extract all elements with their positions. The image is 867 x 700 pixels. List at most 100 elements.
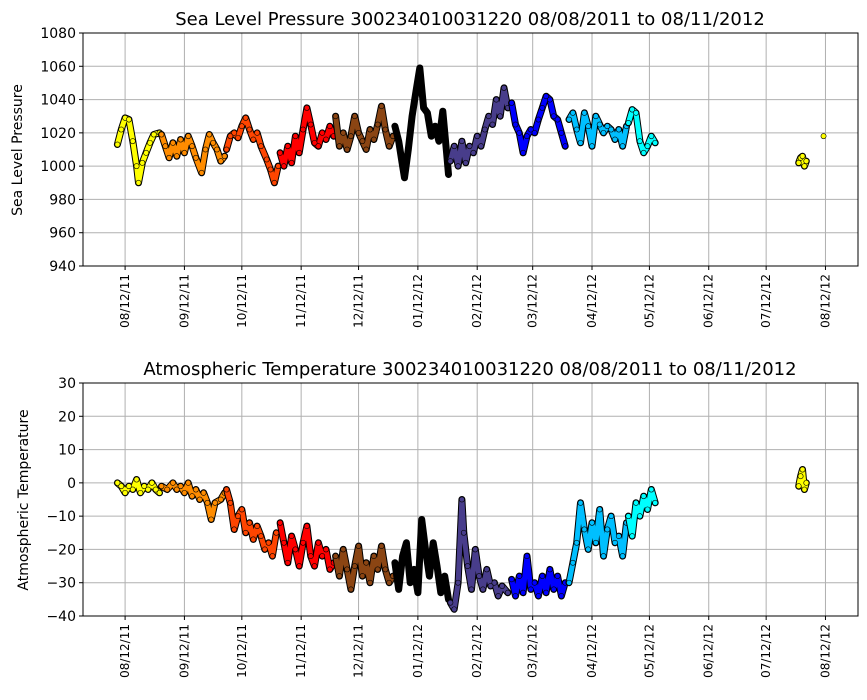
data-series [796,134,826,169]
data-point [319,553,326,559]
data-point [520,589,527,596]
data-point [158,483,165,490]
data-point [629,106,636,113]
data-point [596,121,603,128]
data-point [795,159,802,166]
data-point [458,138,465,145]
data-point [158,131,165,138]
data-point [589,519,595,526]
x-tick-label: 02/12/12 [470,274,484,328]
data-point [476,573,483,579]
data-point [455,579,461,586]
data-point [323,546,329,553]
data-point [803,158,810,165]
data-point [644,506,651,513]
data-point [367,126,373,133]
data-point [458,496,465,503]
data-point [281,539,287,546]
data-point [636,138,643,145]
data-series [624,486,659,540]
data-point [612,136,618,143]
y-axis-label: Sea Level Pressure [10,84,26,216]
data-point [512,121,519,128]
data-point [462,159,469,166]
data-point [258,533,264,540]
data-point [217,496,224,503]
data-point [206,131,213,138]
data-point [351,563,358,569]
data-point [612,539,618,546]
data-point [413,88,419,95]
data-point [382,126,389,133]
data-point [512,593,519,599]
data-point [303,104,310,111]
x-tick-label: 04/12/12 [585,274,599,328]
data-series [391,516,452,603]
data-point [652,499,659,506]
data-series [565,499,630,587]
data-point [516,129,523,136]
data-point [550,586,557,593]
data-point [344,566,350,573]
data-point [126,483,132,490]
data-point [409,113,416,120]
data-point [422,546,429,553]
data-series [158,131,229,177]
data-point [436,138,442,145]
data-point [254,129,261,136]
y-tick-label: −10 [46,509,76,525]
data-point [797,473,804,480]
data-point [386,143,393,150]
data-point [508,100,515,106]
data-point [181,149,188,156]
data-point [177,136,184,143]
data-series [508,552,569,600]
data-point [573,126,580,133]
data-point [300,126,306,133]
data-point [554,573,561,579]
data-point [493,96,500,103]
data-point [539,104,546,111]
data-series [158,479,229,523]
data-point [633,109,639,116]
plot-frame [82,32,859,267]
data-point [803,479,810,486]
data-point [589,143,595,150]
x-tick-label: 01/12/12 [411,624,425,678]
y-axis-label: Atmospheric Temperature [16,409,32,590]
data-point [170,139,176,146]
x-tick-label: 10/12/11 [235,624,249,678]
data-point [424,109,431,116]
data-series [276,519,338,573]
x-tick-label: 07/12/12 [759,274,773,328]
data-point [114,141,121,148]
y-tick-label: −30 [46,576,76,592]
data-point [296,149,303,156]
data-point [569,559,576,566]
x-tick-label: 11/12/11 [294,624,308,678]
y-tick-label: −40 [46,609,76,625]
data-point [585,546,592,553]
x-tick-label: 05/12/12 [642,624,656,678]
data-point [652,139,659,146]
data-point [221,153,228,160]
data-point [395,138,402,145]
data-point [307,553,314,559]
data-point [148,479,155,486]
series-line [625,487,658,539]
data-point [407,579,414,586]
data-series [332,542,397,593]
data-point [562,143,569,150]
series-line [333,543,396,592]
chart-title: Sea Level Pressure 300234010031220 08/08… [175,9,765,30]
data-point [196,496,203,503]
data-point [281,163,287,170]
data-point [799,466,806,473]
data-point [401,174,408,181]
y-tick-label: 1020 [40,126,76,142]
data-point [156,489,163,496]
data-point [432,123,438,130]
x-tick-label: 08/12/11 [118,274,132,328]
data-point [577,499,584,506]
data-point [535,593,542,599]
